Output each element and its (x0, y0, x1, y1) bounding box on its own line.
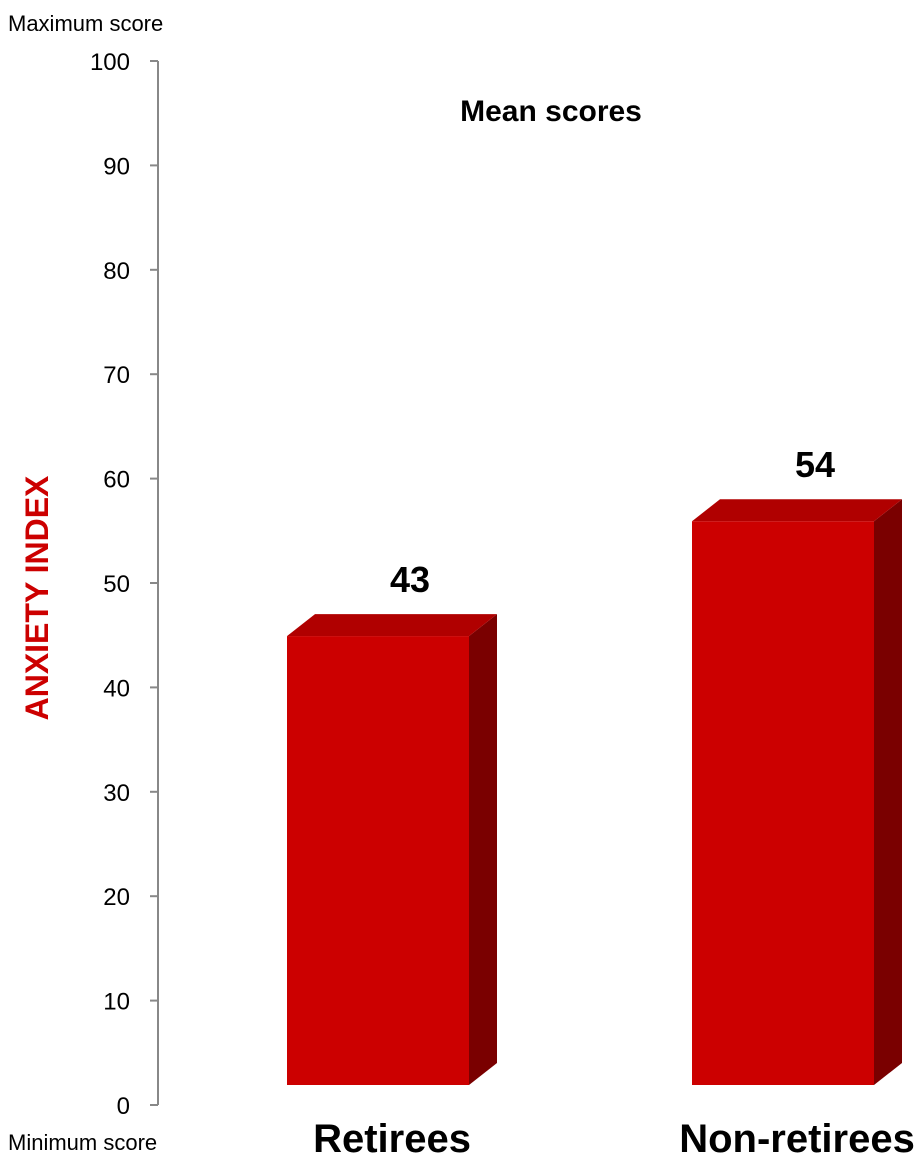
y-axis-label: ANXIETY INDEX (19, 475, 55, 720)
y-tick-label: 50 (103, 571, 130, 598)
bar-top (287, 614, 497, 637)
bar-side (469, 614, 497, 1085)
y-min-note: Minimum score (8, 1130, 157, 1155)
y-tick-label: 90 (103, 153, 130, 180)
y-axis-ticks: 0 10 20 30 40 50 60 70 80 90 100 (90, 49, 158, 1120)
bars (287, 499, 902, 1085)
bar-front (692, 521, 874, 1085)
y-tick-label: 80 (103, 258, 130, 285)
y-tick-label: 100 (90, 49, 130, 76)
chart-title: Mean scores (460, 95, 642, 128)
bar-labels: 43 Retirees 54 Non-retirees (313, 444, 915, 1157)
y-tick-label: 40 (103, 675, 130, 702)
bar-top (692, 499, 902, 522)
category-label: Retirees (313, 1117, 471, 1157)
value-label: 43 (390, 559, 430, 600)
y-tick-label: 0 (117, 1093, 130, 1120)
bar-front (287, 636, 469, 1085)
category-label: Non-retirees (679, 1117, 915, 1157)
bar-side (874, 499, 902, 1085)
y-tick-label: 60 (103, 467, 130, 494)
bar-non-retirees (692, 499, 902, 1085)
bar-retirees (287, 614, 497, 1085)
value-label: 54 (795, 444, 835, 485)
y-max-note: Maximum score (8, 11, 163, 36)
y-tick-label: 30 (103, 780, 130, 807)
y-tick-label: 20 (103, 884, 130, 911)
y-tick-label: 70 (103, 362, 130, 389)
y-tick-label: 10 (103, 989, 130, 1016)
